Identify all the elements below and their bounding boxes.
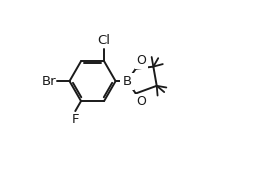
Text: Br: Br: [42, 75, 57, 88]
Text: O: O: [137, 54, 146, 67]
Text: B: B: [123, 75, 132, 88]
Text: F: F: [71, 113, 79, 126]
Text: O: O: [137, 95, 146, 108]
Text: Cl: Cl: [98, 34, 111, 47]
